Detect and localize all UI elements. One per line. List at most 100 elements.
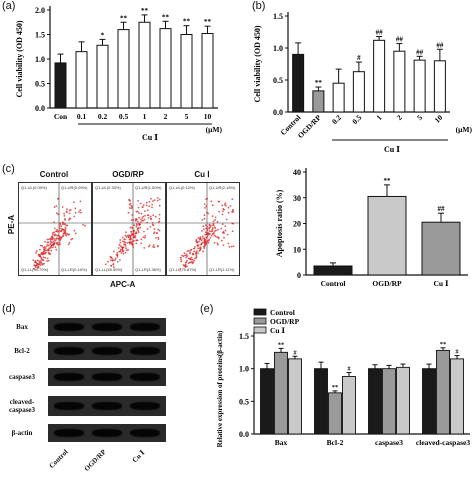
bar bbox=[159, 28, 172, 109]
flow-event bbox=[51, 235, 54, 238]
flow-event bbox=[198, 240, 200, 243]
flow-event bbox=[39, 264, 42, 266]
x-tick-label: 1 bbox=[143, 112, 147, 121]
flow-event bbox=[49, 243, 52, 246]
y-tick-label: 0.0 bbox=[239, 430, 249, 439]
flow-event bbox=[209, 237, 212, 239]
flow-event bbox=[119, 245, 122, 247]
flow-event bbox=[133, 236, 136, 238]
flow-event bbox=[78, 211, 80, 213]
flow-event bbox=[202, 237, 204, 240]
flow-event bbox=[185, 253, 188, 255]
flow-event bbox=[214, 219, 216, 221]
blot-band bbox=[130, 373, 160, 381]
flow-event bbox=[44, 249, 47, 252]
flow-event bbox=[56, 243, 59, 245]
flow-event bbox=[137, 231, 140, 234]
flow-event bbox=[231, 230, 234, 233]
flow-event bbox=[64, 228, 67, 230]
bar bbox=[54, 62, 67, 109]
flow-event bbox=[210, 200, 213, 203]
significance-mark: ** bbox=[204, 18, 212, 26]
flow-event bbox=[79, 209, 82, 212]
bar bbox=[180, 34, 193, 109]
flow-event bbox=[184, 263, 187, 266]
flow-event bbox=[42, 256, 45, 259]
flow-event bbox=[214, 235, 217, 238]
flow-event bbox=[41, 263, 44, 265]
flow-event bbox=[158, 204, 161, 207]
significance-mark: ## bbox=[436, 41, 444, 49]
flow-event bbox=[146, 221, 149, 224]
flow-event bbox=[32, 259, 35, 262]
flow-event bbox=[44, 257, 47, 259]
flow-event bbox=[206, 240, 208, 243]
flow-event bbox=[54, 246, 57, 248]
flow-event bbox=[131, 214, 134, 216]
bar bbox=[433, 60, 446, 113]
flow-event bbox=[68, 212, 71, 215]
bar bbox=[342, 376, 356, 435]
flow-event bbox=[123, 240, 126, 243]
flow-event bbox=[46, 238, 49, 241]
flow-event bbox=[125, 231, 127, 234]
significance-mark: ## bbox=[376, 28, 384, 36]
flow-event bbox=[183, 252, 186, 255]
flow-event bbox=[205, 205, 208, 207]
quadrant-label: Q1-UL(0.09%) bbox=[21, 185, 47, 190]
flow-event bbox=[204, 244, 207, 247]
flow-event bbox=[135, 219, 137, 222]
flow-event bbox=[66, 208, 68, 211]
flow-event bbox=[180, 259, 182, 261]
flow-event bbox=[145, 204, 148, 207]
flow-event bbox=[157, 197, 159, 199]
flow-event bbox=[69, 209, 72, 211]
bar bbox=[368, 368, 382, 435]
flow-event bbox=[63, 222, 65, 225]
flow-event bbox=[39, 255, 41, 257]
blot-band bbox=[92, 347, 122, 355]
flow-plot: Q1-UL(0.09%) Q1-UR(0.05%) Q1-LL(99.70%) Q1-… bbox=[18, 182, 92, 276]
flow-event bbox=[212, 224, 215, 227]
chart-c: 0 10 20 30 40 Apoptosis ratio (%) Control ** OGD… bbox=[275, 168, 468, 288]
flow-event bbox=[35, 262, 38, 265]
quadrant-label: Q1-UR(2.18%) bbox=[209, 185, 236, 190]
flow-event bbox=[225, 218, 228, 221]
flow-event bbox=[52, 240, 55, 243]
flow-event bbox=[59, 230, 62, 232]
significance-mark: # bbox=[455, 349, 459, 356]
flow-event bbox=[203, 217, 206, 220]
flow-event bbox=[211, 227, 214, 230]
flow-event bbox=[73, 229, 76, 232]
flow-event bbox=[140, 218, 142, 221]
flow-event bbox=[222, 231, 224, 234]
flow-event bbox=[38, 261, 41, 264]
flow-event bbox=[203, 228, 205, 231]
flow-scatter bbox=[167, 183, 239, 275]
blot-band bbox=[54, 429, 84, 437]
significance-mark: ** bbox=[278, 341, 285, 348]
x-tick-label: 0.2 bbox=[98, 112, 108, 121]
flow-event bbox=[134, 234, 137, 237]
bar bbox=[450, 358, 464, 435]
flow-event bbox=[205, 227, 207, 230]
flow-event bbox=[199, 238, 201, 241]
x-tick-label: 5 bbox=[415, 113, 424, 122]
unit-label: (μM) bbox=[456, 125, 473, 134]
flow-event bbox=[58, 225, 61, 228]
flow-event bbox=[197, 252, 199, 254]
blot-strip bbox=[48, 396, 166, 416]
flow-event bbox=[52, 233, 54, 236]
flow-event bbox=[137, 220, 139, 223]
flow-event bbox=[46, 249, 48, 252]
blot-lane-label: OGD/RP bbox=[82, 448, 108, 473]
flow-event bbox=[44, 247, 47, 250]
flow-event bbox=[67, 243, 70, 246]
flow-event bbox=[146, 214, 149, 217]
flow-event bbox=[62, 232, 65, 235]
flow-event bbox=[190, 256, 193, 259]
flow-event bbox=[213, 232, 215, 234]
flow-plot: Q1-UL(0.10%) Q1-UR(2.18%) Q1-LL(79.87%) Q1-… bbox=[166, 182, 240, 276]
quadrant-label: Q1-LR(1.11%) bbox=[209, 267, 235, 272]
flow-event bbox=[82, 223, 84, 226]
